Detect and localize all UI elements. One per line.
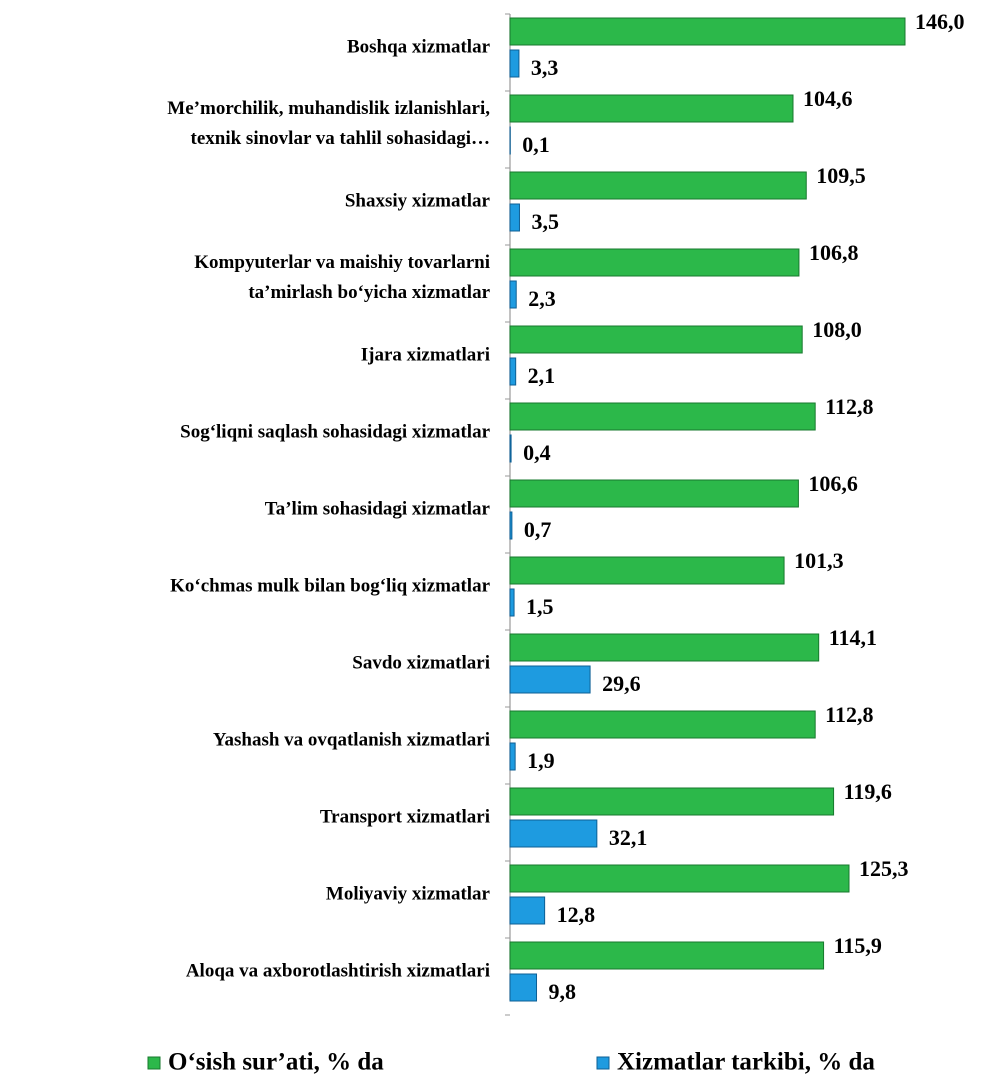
bar	[509, 819, 598, 848]
bar	[509, 556, 785, 585]
value-label: 0,1	[522, 132, 550, 157]
bar	[509, 787, 835, 816]
bar	[509, 171, 807, 200]
category-label: Savdo xizmatlari	[352, 652, 490, 673]
legend-label: Xizmatlar tarkibi, % da	[617, 1049, 875, 1076]
bar	[509, 710, 816, 739]
bar	[509, 511, 513, 540]
value-label: 3,3	[531, 55, 559, 80]
bar	[509, 280, 517, 309]
category-label: Me’morchilik, muhandislik izlanishlari, t…	[167, 98, 490, 149]
value-label: 1,5	[526, 594, 554, 619]
legend-label: O‘sish sur’ati, % da	[168, 1049, 384, 1076]
category-label: Sog‘liqni saqlash sohasidagi xizmatlar	[180, 421, 490, 442]
bar	[509, 325, 803, 354]
bar	[509, 896, 546, 925]
bar	[509, 402, 816, 431]
value-label: 12,8	[557, 902, 596, 927]
bar	[509, 94, 794, 123]
legend-swatch	[596, 1056, 610, 1070]
category-label: Ko‘chmas mulk bilan bog‘liq xizmatlar	[170, 575, 490, 596]
value-label: 106,8	[809, 240, 859, 265]
value-label: 119,6	[844, 779, 892, 804]
value-label: 112,8	[825, 702, 873, 727]
bar	[509, 357, 517, 386]
bar	[509, 479, 799, 508]
value-label: 0,7	[524, 517, 552, 542]
category-label: Transport xizmatlari	[320, 806, 490, 827]
category-label: Yashash va ovqatlanish xizmatlari	[213, 729, 490, 750]
bar	[509, 864, 850, 893]
category-label: Boshqa xizmatlar	[347, 36, 491, 57]
value-label: 109,5	[816, 163, 866, 188]
category-label: Shaxsiy xizmatlar	[345, 190, 491, 211]
bar	[509, 49, 520, 78]
value-label: 2,1	[528, 363, 556, 388]
bar	[509, 203, 520, 232]
bar	[509, 633, 820, 662]
value-label: 108,0	[812, 317, 862, 342]
value-label: 2,3	[528, 286, 556, 311]
category-label: Kompyuterlar va maishiy tovarlarni ta’mir…	[194, 252, 490, 303]
value-label: 112,8	[825, 394, 873, 419]
bar	[509, 434, 512, 463]
bar	[509, 248, 800, 277]
bar	[509, 941, 825, 970]
bar	[509, 17, 906, 46]
value-label: 32,1	[609, 825, 648, 850]
legend-swatch	[147, 1056, 161, 1070]
value-label: 114,1	[829, 625, 877, 650]
value-label: 29,6	[602, 671, 641, 696]
value-label: 146,0	[915, 9, 965, 34]
bar	[509, 665, 591, 694]
value-label: 9,8	[549, 979, 577, 1004]
category-label: Aloqa va axborotlashtirish xizmatlari	[186, 960, 490, 981]
category-label: Moliyaviy xizmatlar	[326, 883, 491, 904]
value-label: 1,9	[527, 748, 555, 773]
value-label: 101,3	[794, 548, 844, 573]
value-label: 3,5	[531, 209, 559, 234]
value-label: 115,9	[834, 933, 882, 958]
bar	[509, 973, 538, 1002]
value-label: 104,6	[803, 86, 853, 111]
value-label: 106,6	[808, 471, 858, 496]
category-label: Ijara xizmatlari	[361, 344, 490, 365]
value-label: 125,3	[859, 856, 909, 881]
category-label: Ta’lim sohasidagi xizmatlar	[265, 498, 491, 519]
bar	[509, 588, 515, 617]
bar	[509, 742, 516, 771]
value-label: 0,4	[523, 440, 551, 465]
